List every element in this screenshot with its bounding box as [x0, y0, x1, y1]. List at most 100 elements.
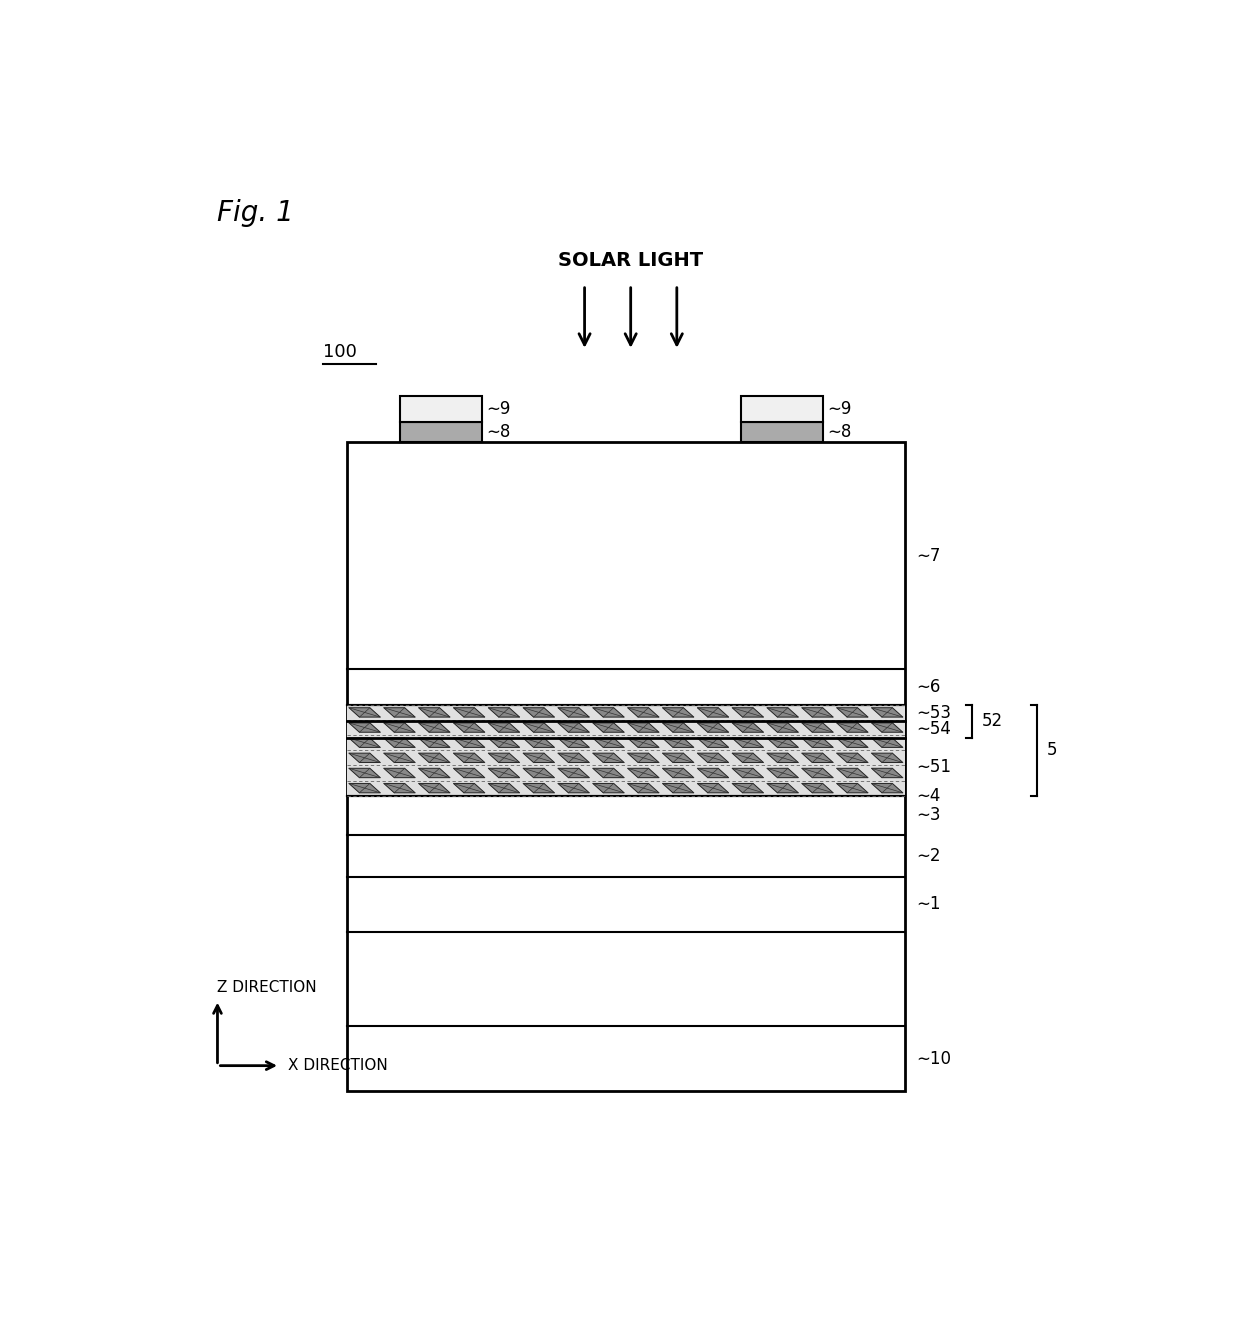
Polygon shape [872, 723, 903, 732]
Polygon shape [662, 784, 694, 793]
Polygon shape [593, 768, 624, 777]
Text: Z DIRECTION: Z DIRECTION [217, 980, 317, 994]
Text: 52: 52 [982, 712, 1003, 730]
Polygon shape [558, 707, 589, 716]
Text: ∼53: ∼53 [916, 705, 951, 722]
Text: ∼6: ∼6 [916, 678, 940, 695]
Text: ∼9: ∼9 [486, 400, 511, 417]
Polygon shape [627, 707, 658, 716]
Polygon shape [732, 784, 764, 793]
Polygon shape [489, 738, 520, 747]
Text: ∼8: ∼8 [828, 423, 852, 441]
Text: ∼51: ∼51 [916, 757, 951, 776]
Polygon shape [627, 738, 658, 747]
Polygon shape [697, 784, 729, 793]
Polygon shape [837, 738, 868, 747]
Polygon shape [627, 723, 658, 732]
Polygon shape [872, 707, 903, 716]
Polygon shape [348, 707, 381, 716]
Text: ∼2: ∼2 [916, 847, 941, 865]
Text: ∼10: ∼10 [916, 1050, 951, 1068]
Bar [401, 396, 481, 421]
Polygon shape [768, 723, 799, 732]
Text: Fig. 1: Fig. 1 [217, 199, 294, 227]
Polygon shape [732, 768, 764, 777]
Text: SOLAR LIGHT: SOLAR LIGHT [558, 250, 703, 270]
Text: ∼1: ∼1 [916, 896, 941, 914]
Polygon shape [454, 768, 485, 777]
Polygon shape [593, 738, 624, 747]
Polygon shape [454, 753, 485, 763]
Polygon shape [348, 753, 381, 763]
Polygon shape [558, 753, 589, 763]
Polygon shape [419, 707, 450, 716]
Polygon shape [383, 753, 415, 763]
Polygon shape [872, 738, 903, 747]
Polygon shape [454, 707, 485, 716]
Polygon shape [489, 753, 520, 763]
Polygon shape [662, 753, 694, 763]
Polygon shape [697, 707, 729, 716]
Polygon shape [768, 738, 799, 747]
Polygon shape [802, 784, 833, 793]
Text: 5: 5 [1047, 741, 1058, 760]
Polygon shape [768, 768, 799, 777]
Bar [401, 421, 481, 443]
Polygon shape [348, 784, 381, 793]
Polygon shape [419, 723, 450, 732]
Text: 100: 100 [324, 342, 357, 361]
Polygon shape [558, 738, 589, 747]
Polygon shape [802, 738, 833, 747]
Polygon shape [872, 768, 903, 777]
Bar [347, 705, 905, 795]
Polygon shape [662, 723, 694, 732]
Polygon shape [802, 723, 833, 732]
Polygon shape [872, 784, 903, 793]
Polygon shape [593, 784, 624, 793]
Polygon shape [627, 784, 658, 793]
Polygon shape [837, 753, 868, 763]
Polygon shape [523, 784, 554, 793]
Polygon shape [593, 707, 624, 716]
Polygon shape [558, 768, 589, 777]
Polygon shape [348, 723, 381, 732]
Polygon shape [872, 753, 903, 763]
Polygon shape [523, 753, 554, 763]
Polygon shape [768, 784, 799, 793]
Text: ∼54: ∼54 [916, 720, 951, 739]
Polygon shape [489, 723, 520, 732]
Polygon shape [558, 723, 589, 732]
Polygon shape [383, 768, 415, 777]
Polygon shape [383, 738, 415, 747]
Polygon shape [837, 768, 868, 777]
Text: ∼3: ∼3 [916, 806, 941, 824]
Polygon shape [489, 707, 520, 716]
Polygon shape [768, 707, 799, 716]
Polygon shape [837, 707, 868, 716]
Polygon shape [523, 738, 554, 747]
Polygon shape [558, 784, 589, 793]
Bar [742, 396, 823, 421]
Polygon shape [419, 768, 450, 777]
Polygon shape [523, 707, 554, 716]
Text: X DIRECTION: X DIRECTION [288, 1058, 387, 1073]
Polygon shape [419, 738, 450, 747]
Polygon shape [697, 738, 729, 747]
Text: ∼7: ∼7 [916, 547, 940, 565]
Polygon shape [697, 753, 729, 763]
Polygon shape [383, 784, 415, 793]
Polygon shape [593, 723, 624, 732]
Polygon shape [802, 768, 833, 777]
Polygon shape [697, 723, 729, 732]
Polygon shape [732, 753, 764, 763]
Bar [742, 421, 823, 443]
Polygon shape [348, 768, 381, 777]
Polygon shape [662, 738, 694, 747]
Polygon shape [662, 707, 694, 716]
Polygon shape [837, 784, 868, 793]
Bar [347, 443, 905, 1090]
Polygon shape [732, 738, 764, 747]
Polygon shape [419, 784, 450, 793]
Polygon shape [802, 753, 833, 763]
Polygon shape [732, 723, 764, 732]
